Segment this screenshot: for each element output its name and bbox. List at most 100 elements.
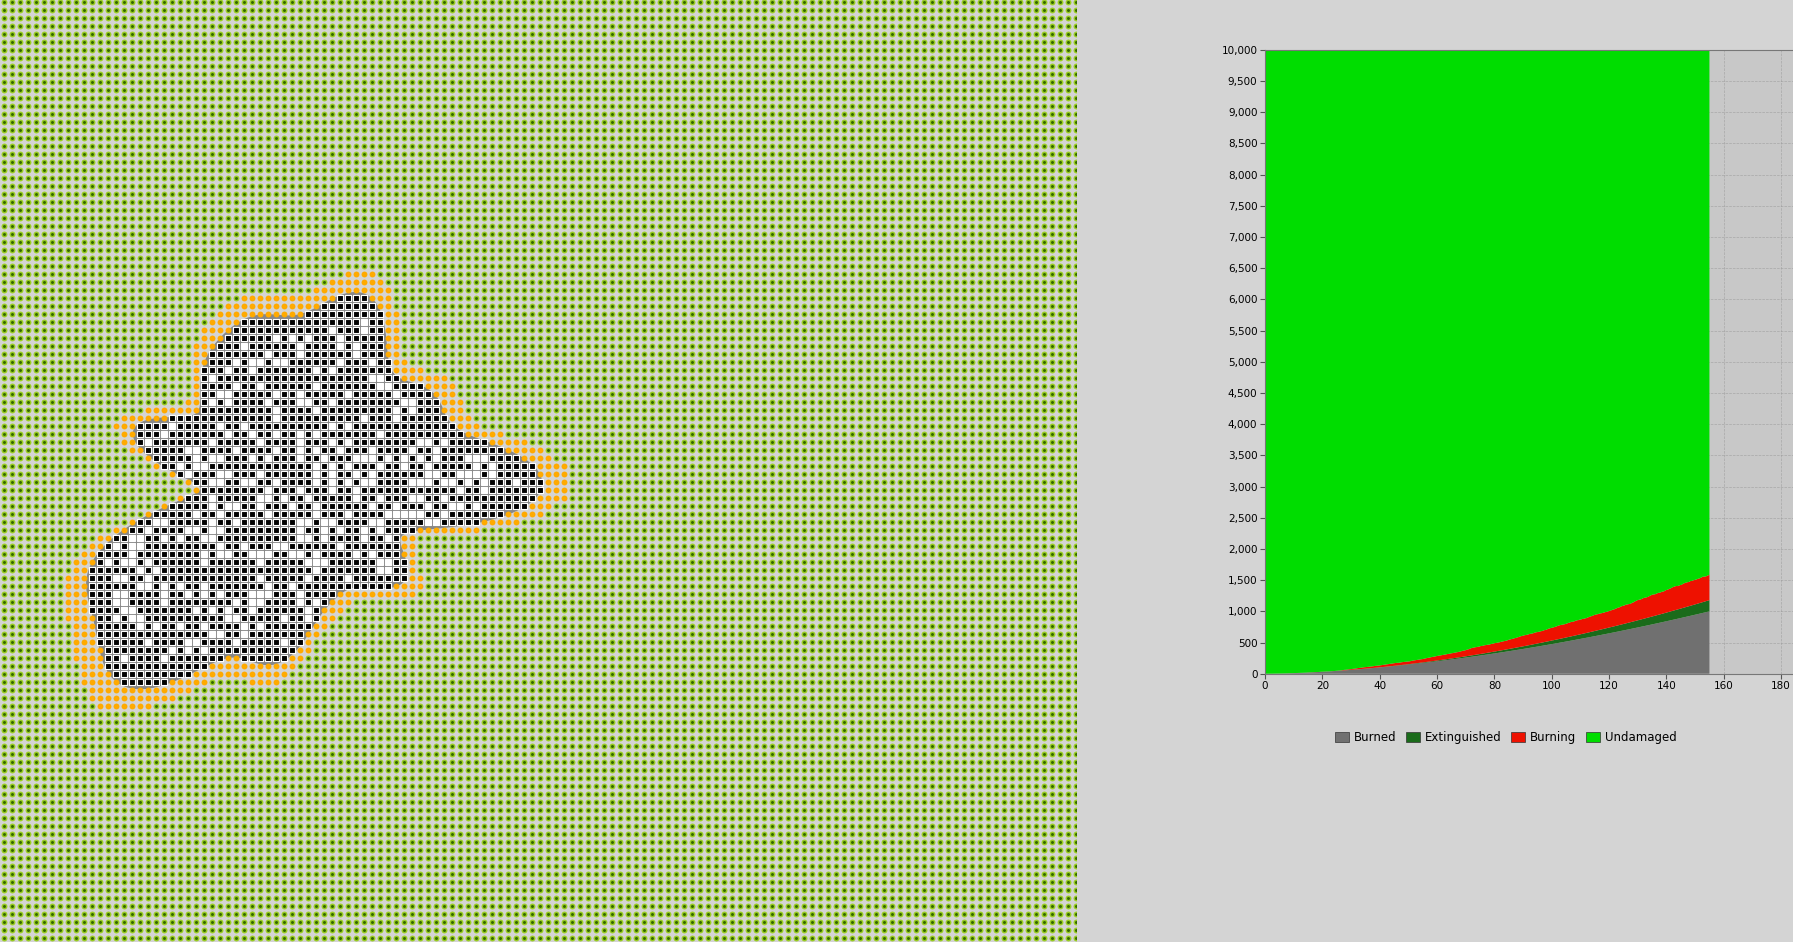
Point: [45, 658, 74, 674]
Point: [934, 546, 963, 561]
Point: [1013, 443, 1042, 458]
Point: [565, 771, 593, 786]
Point: [565, 787, 593, 802]
Point: [541, 251, 570, 266]
Point: [654, 810, 683, 825]
Point: [222, 842, 251, 857]
Point: [350, 674, 378, 690]
Point: [534, 35, 563, 50]
Point: [766, 187, 794, 202]
Point: [798, 851, 827, 866]
Point: [893, 379, 922, 394]
Point: [1038, 610, 1067, 625]
Point: [230, 203, 258, 218]
Point: [909, 771, 938, 786]
Point: [142, 267, 170, 282]
Point: [389, 899, 418, 914]
Point: [1029, 762, 1058, 777]
Point: [966, 0, 995, 9]
Point: [310, 523, 339, 538]
Point: [662, 354, 690, 369]
Point: [61, 874, 90, 889]
Point: [213, 434, 242, 449]
Point: [726, 379, 755, 394]
Point: [158, 51, 186, 66]
Point: [1013, 723, 1042, 738]
Point: [749, 235, 778, 250]
Point: [581, 466, 610, 481]
Point: [253, 899, 282, 914]
Point: [846, 794, 875, 809]
Point: [437, 706, 466, 722]
Point: [389, 571, 418, 586]
Point: [350, 267, 378, 282]
Point: [278, 771, 307, 786]
Point: [685, 931, 714, 942]
Point: [294, 867, 323, 882]
Point: [886, 890, 914, 905]
Point: [22, 739, 50, 754]
Point: [957, 83, 986, 98]
Point: [14, 819, 43, 834]
Point: [278, 507, 307, 522]
Point: [629, 99, 658, 114]
Point: [93, 418, 122, 433]
Point: [518, 762, 547, 777]
Point: [326, 99, 355, 114]
Point: [541, 51, 570, 66]
Point: [941, 874, 970, 889]
Point: [366, 106, 394, 122]
Point: [1029, 698, 1058, 713]
Point: [174, 819, 203, 834]
Point: [158, 130, 186, 145]
Point: [398, 651, 427, 666]
Point: [38, 402, 66, 417]
Point: [246, 842, 274, 857]
Point: [38, 642, 66, 658]
Point: [966, 706, 995, 722]
Point: [213, 162, 242, 177]
Point: [149, 194, 178, 209]
Point: [317, 899, 346, 914]
Point: [846, 906, 875, 921]
Point: [382, 58, 411, 73]
Point: [1013, 482, 1042, 497]
Point: [197, 370, 226, 385]
Point: [974, 251, 1002, 266]
Point: [853, 899, 882, 914]
Point: [1061, 347, 1090, 362]
Point: [613, 730, 642, 745]
Point: [846, 714, 875, 729]
Point: [70, 835, 99, 850]
Point: [902, 154, 931, 170]
Point: [622, 162, 651, 177]
Point: [974, 443, 1002, 458]
Point: [782, 171, 810, 186]
Point: [742, 787, 771, 802]
Point: [134, 498, 163, 513]
Point: [54, 306, 82, 321]
Point: [446, 290, 475, 305]
Point: [694, 867, 723, 882]
Point: [382, 610, 411, 625]
Point: [285, 842, 314, 857]
Point: [165, 210, 194, 225]
Point: [654, 10, 683, 25]
Point: [846, 178, 875, 193]
Point: [294, 226, 323, 241]
Point: [109, 267, 138, 282]
Point: [142, 651, 170, 666]
Point: [726, 803, 755, 818]
Point: [981, 290, 1009, 305]
Point: [238, 258, 267, 273]
Point: [54, 803, 82, 818]
Point: [382, 867, 411, 882]
Point: [126, 251, 154, 266]
Point: [493, 26, 522, 41]
Point: [525, 219, 554, 234]
Point: [238, 890, 267, 905]
Point: [134, 507, 163, 522]
Point: [357, 210, 385, 225]
Point: [437, 651, 466, 666]
Point: [685, 267, 714, 282]
